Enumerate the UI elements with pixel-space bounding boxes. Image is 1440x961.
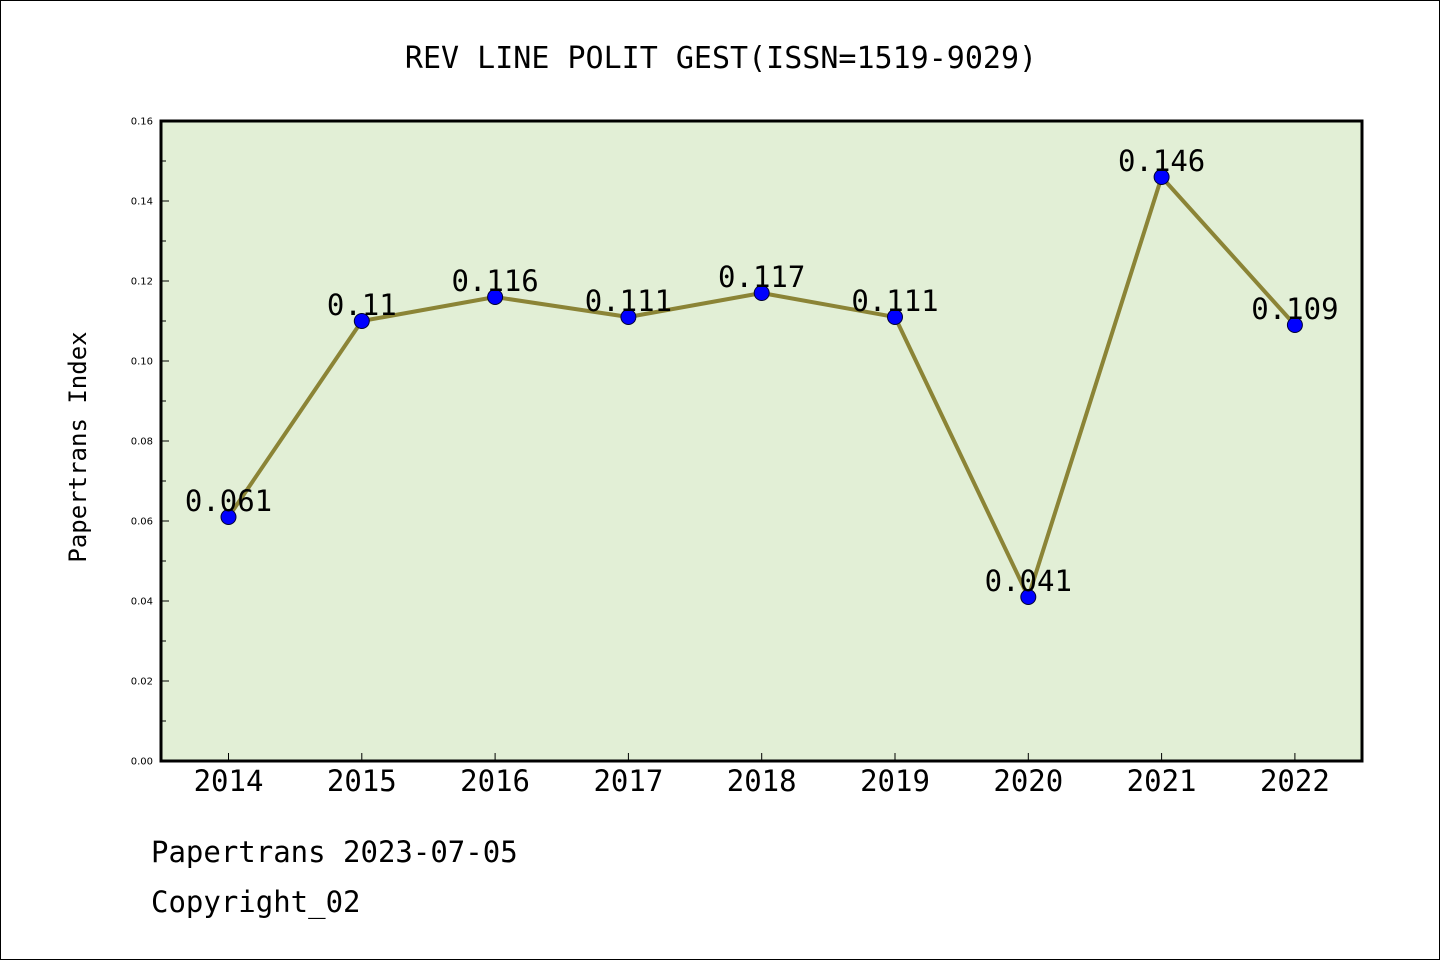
data-label: 0.111 bbox=[851, 284, 938, 318]
data-point bbox=[220, 509, 237, 525]
data-point bbox=[887, 309, 903, 325]
y-axis-label: Papertrans Index bbox=[64, 331, 92, 562]
y-tick-label: 0.10 bbox=[131, 357, 153, 368]
data-point bbox=[620, 309, 637, 325]
x-tick-label: 2015 bbox=[327, 764, 397, 798]
x-tick-label: 2021 bbox=[1127, 764, 1197, 798]
data-label: 0.111 bbox=[585, 284, 672, 318]
x-tick-label: 2018 bbox=[727, 764, 797, 798]
data-point bbox=[1020, 589, 1037, 605]
y-tick-label: 0.06 bbox=[131, 517, 153, 528]
y-tick-label: 0.04 bbox=[131, 597, 153, 608]
data-label: 0.11 bbox=[327, 288, 397, 322]
plot-area bbox=[161, 121, 1362, 761]
footer-date: Papertrans 2023-07-05 bbox=[151, 835, 518, 869]
data-label: 0.061 bbox=[185, 484, 272, 518]
data-point bbox=[753, 285, 770, 301]
x-tick-label: 2020 bbox=[993, 764, 1063, 798]
x-tick-label: 2017 bbox=[593, 764, 663, 798]
x-tick-label: 2022 bbox=[1260, 764, 1330, 798]
data-point bbox=[1286, 317, 1303, 333]
y-tick-label: 0.02 bbox=[131, 677, 153, 688]
y-tick-label: 0.00 bbox=[131, 757, 153, 768]
data-labels: 0.061 0.11 0.116 0.111 0.117 0.111 0.041 0.146 0… bbox=[185, 144, 1339, 598]
data-point bbox=[353, 313, 370, 329]
data-point bbox=[1153, 169, 1170, 185]
x-tick-label: 2019 bbox=[860, 764, 930, 798]
y-tick-label: 0.12 bbox=[131, 277, 153, 288]
footer-copyright: Copyright_02 bbox=[151, 885, 361, 919]
data-point bbox=[487, 289, 504, 305]
y-tick-label: 0.16 bbox=[131, 117, 153, 128]
data-label: 0.116 bbox=[451, 264, 538, 298]
y-tick-label: 0.08 bbox=[131, 437, 153, 448]
x-tick-label: 2016 bbox=[460, 764, 530, 798]
series-papertrans-index bbox=[220, 169, 1303, 605]
data-label: 0.117 bbox=[718, 260, 805, 294]
y-axis: 0.00 0.02 0.04 0.06 0.08 0.10 0.12 0.14 0.16 bbox=[131, 117, 169, 768]
y-tick-label: 0.14 bbox=[131, 197, 153, 208]
data-label: 0.146 bbox=[1118, 144, 1205, 178]
x-axis: 2014 2015 2016 2017 2018 2019 2020 2021 2022 bbox=[194, 753, 1330, 798]
data-label: 0.109 bbox=[1251, 292, 1338, 326]
x-tick-label: 2014 bbox=[194, 764, 264, 798]
data-label: 0.041 bbox=[985, 564, 1072, 598]
chart-title: REV LINE POLIT GEST(ISSN=1519-9029) bbox=[405, 41, 1037, 76]
plot-border bbox=[159, 119, 1364, 763]
